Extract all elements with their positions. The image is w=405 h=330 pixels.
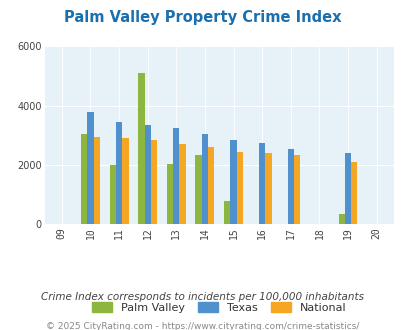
Bar xyxy=(179,144,185,224)
Bar xyxy=(81,134,87,224)
Bar xyxy=(94,137,100,224)
Bar xyxy=(201,134,208,224)
Bar xyxy=(116,122,122,224)
Bar xyxy=(87,112,94,224)
Bar xyxy=(151,140,157,224)
Text: © 2025 CityRating.com - https://www.cityrating.com/crime-statistics/: © 2025 CityRating.com - https://www.city… xyxy=(46,322,359,330)
Bar xyxy=(122,138,128,224)
Bar xyxy=(230,140,236,224)
Bar xyxy=(264,153,271,224)
Bar xyxy=(350,162,356,224)
Bar xyxy=(287,148,293,224)
Bar xyxy=(258,143,264,224)
Bar xyxy=(338,214,344,224)
Bar xyxy=(224,201,230,224)
Legend: Palm Valley, Texas, National: Palm Valley, Texas, National xyxy=(87,298,350,317)
Bar xyxy=(166,163,173,224)
Bar xyxy=(208,147,214,224)
Bar xyxy=(138,73,144,224)
Bar xyxy=(144,125,151,224)
Bar xyxy=(236,152,243,224)
Text: Palm Valley Property Crime Index: Palm Valley Property Crime Index xyxy=(64,10,341,25)
Bar xyxy=(344,153,350,224)
Bar xyxy=(109,165,116,224)
Bar xyxy=(195,154,201,224)
Text: Crime Index corresponds to incidents per 100,000 inhabitants: Crime Index corresponds to incidents per… xyxy=(41,292,364,302)
Bar xyxy=(293,154,299,224)
Bar xyxy=(173,128,179,224)
